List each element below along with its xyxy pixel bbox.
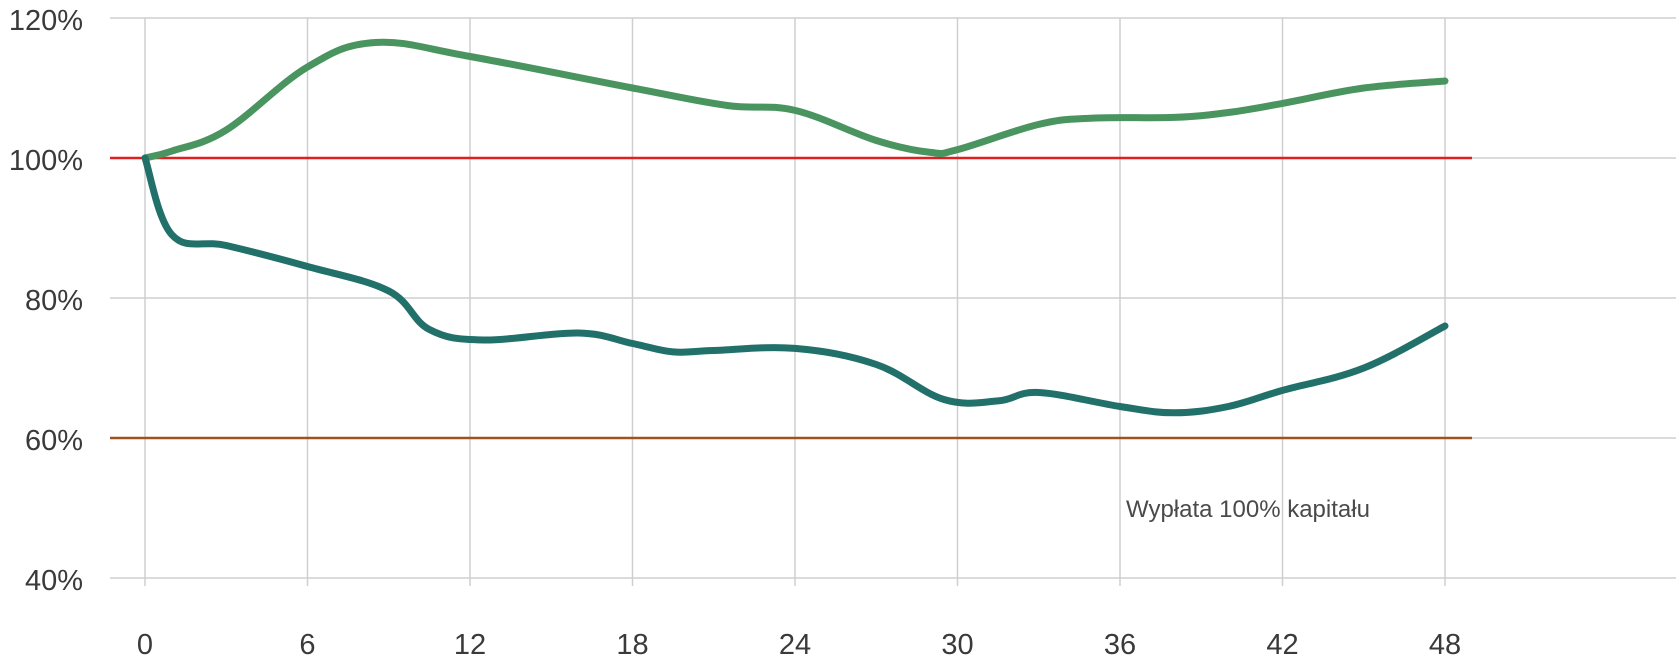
y-tick-label: 120% — [9, 5, 83, 37]
annotation-label: Wypłata 100% kapitału — [1126, 496, 1370, 523]
series-lines — [141, 38, 1449, 417]
x-tick-label: 12 — [454, 629, 486, 659]
x-tick-label: 0 — [137, 629, 153, 659]
x-axis-tick-labels: 0 6 12 18 24 30 36 42 48 — [137, 629, 1461, 659]
x-tick-label: 6 — [299, 629, 315, 659]
x-tick-label: 48 — [1429, 629, 1461, 659]
y-axis-tick-labels: 40% 60% 80% 100% 120% — [9, 5, 83, 597]
y-tick-label: 80% — [25, 285, 83, 317]
x-tick-label: 18 — [616, 629, 648, 659]
y-tick-label: 60% — [25, 425, 83, 457]
grid — [110, 17, 1676, 586]
series-line-1 — [141, 38, 1449, 162]
x-tick-label: 24 — [779, 629, 811, 659]
x-tick-label: 36 — [1104, 629, 1136, 659]
series-line-2 — [141, 154, 1449, 417]
x-tick-label: 30 — [941, 629, 973, 659]
y-tick-label: 40% — [25, 565, 83, 597]
reference-lines — [110, 156, 1472, 440]
y-tick-label: 100% — [9, 145, 83, 177]
x-tick-label: 42 — [1266, 629, 1298, 659]
